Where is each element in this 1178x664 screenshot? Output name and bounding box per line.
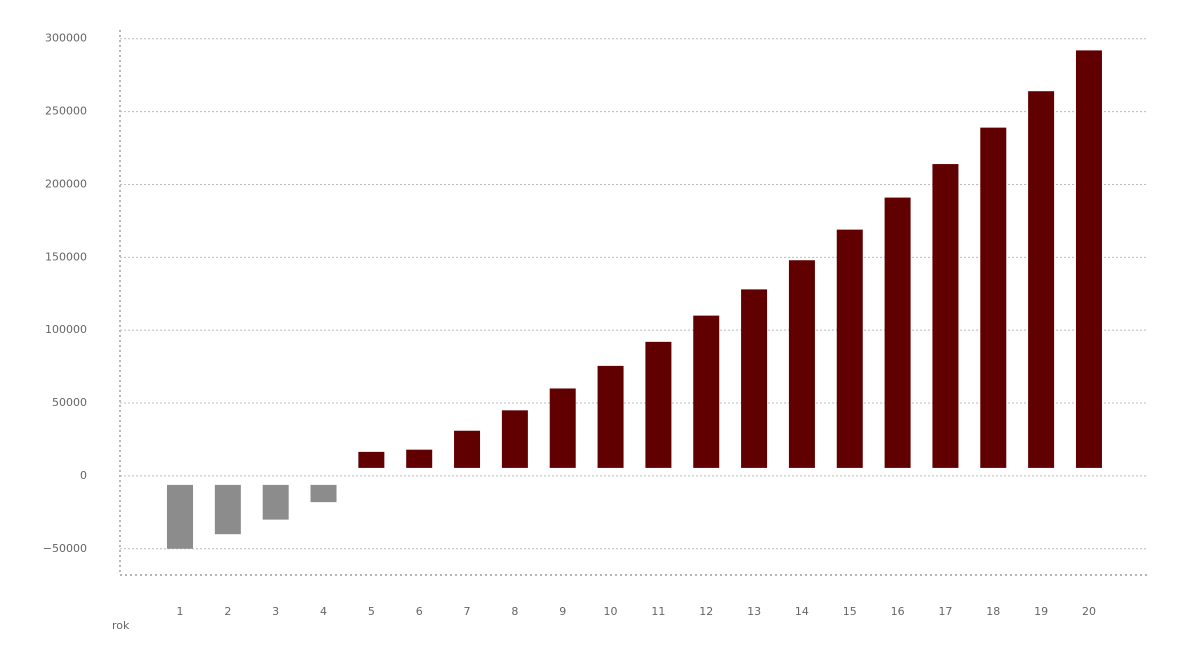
- bar: [597, 365, 624, 468]
- y-tick-label: 250000: [45, 105, 87, 118]
- x-tick-label: 1: [177, 605, 184, 618]
- bar: [358, 451, 385, 468]
- x-tick-label: 12: [699, 605, 713, 618]
- x-tick-label: 2: [224, 605, 231, 618]
- x-tick-label: 8: [511, 605, 518, 618]
- y-tick-label: 0: [80, 469, 87, 482]
- bar: [549, 388, 576, 468]
- bar: [980, 127, 1007, 468]
- y-tick-label: −50000: [43, 542, 87, 555]
- x-tick-label: 18: [986, 605, 1000, 618]
- x-tick-label: 4: [320, 605, 327, 618]
- bar: [1028, 91, 1055, 468]
- bar: [836, 229, 863, 468]
- x-tick-label: 11: [651, 605, 665, 618]
- x-tick-label: 15: [843, 605, 857, 618]
- bar: [167, 484, 193, 549]
- bar: [262, 484, 289, 520]
- x-tick-label: 5: [368, 605, 375, 618]
- x-tick-label: 17: [938, 605, 952, 618]
- y-tick-label: 300000: [45, 32, 87, 45]
- y-tick-label: 200000: [45, 177, 87, 190]
- bar: [884, 197, 911, 468]
- bar: [788, 260, 815, 468]
- x-axis-label: rok: [112, 619, 130, 632]
- bar: [310, 484, 337, 503]
- y-tick-label: 150000: [45, 250, 87, 263]
- x-tick-label: 7: [464, 605, 471, 618]
- bar: [214, 484, 241, 535]
- x-tick-label: 6: [416, 605, 423, 618]
- bar: [1075, 50, 1102, 468]
- x-tick-label: 9: [559, 605, 566, 618]
- bar: [406, 449, 433, 468]
- bar: [693, 315, 720, 468]
- bar: [454, 430, 481, 468]
- x-tick-label: 16: [891, 605, 905, 618]
- x-tick-label: 14: [795, 605, 809, 618]
- y-tick-label: 50000: [52, 396, 87, 409]
- x-tick-label: 20: [1082, 605, 1096, 618]
- x-tick-label: 10: [604, 605, 618, 618]
- x-tick-label: 3: [272, 605, 279, 618]
- bar: [645, 341, 672, 468]
- x-tick-label: 19: [1034, 605, 1048, 618]
- y-tick-label: 100000: [45, 323, 87, 336]
- bar: [501, 410, 528, 468]
- bar: [741, 289, 768, 468]
- x-tick-label: 13: [747, 605, 761, 618]
- bar: [932, 164, 959, 468]
